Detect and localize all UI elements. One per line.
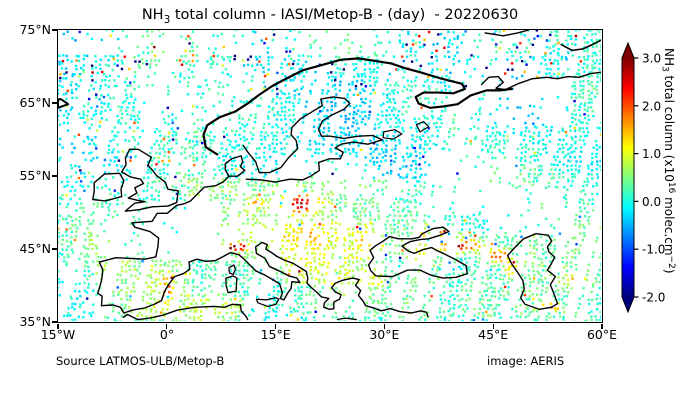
x-tick-label: 45°E — [478, 327, 509, 342]
cb-label-part: ) — [662, 269, 676, 274]
colorbar-tick-label: 2.0 — [642, 99, 661, 113]
title-subscript: 3 — [163, 13, 171, 26]
x-tick-mark — [601, 323, 603, 329]
y-tick-mark — [52, 248, 57, 250]
cb-label-sup: −2 — [666, 256, 676, 269]
y-tick-label: 35°N — [19, 314, 51, 329]
y-tick-label: 45°N — [19, 241, 51, 256]
x-tick-label: 15°W — [40, 327, 76, 342]
y-tick-mark — [52, 321, 57, 323]
y-tick-label: 75°N — [19, 22, 51, 37]
map-canvas — [58, 30, 601, 321]
colorbar-tick-marks — [634, 57, 639, 298]
cb-label-part: NH — [662, 48, 676, 66]
page-title: NH3 total column - IASI/Metop-B - (day) … — [58, 5, 602, 30]
cb-label-sub: 3 — [660, 66, 670, 72]
x-tick-label: 60°E — [586, 327, 618, 342]
x-tick-label: 0° — [159, 327, 175, 342]
colorbar-tick-label: 0.0 — [642, 195, 661, 209]
y-tick-mark — [52, 29, 57, 31]
cb-label-part: molec.cm — [662, 193, 676, 255]
x-tick-mark — [166, 323, 168, 329]
colorbar-tick-label: 3.0 — [642, 52, 661, 66]
map-plot-frame — [57, 29, 603, 323]
x-tick-mark — [57, 323, 59, 329]
image-credit-text: image: AERIS — [487, 354, 565, 368]
svg-text:NH3 total column (x1016 molec.: NH3 total column (x1016 molec.cm−2) — [660, 48, 677, 274]
x-tick-mark — [492, 323, 494, 329]
colorbar: 3.0 2.0 1.0 0.0 -1.0 -2.0 — [621, 41, 665, 314]
x-tick-label: 15°E — [260, 327, 291, 342]
x-tick-mark — [383, 323, 386, 329]
x-tick-mark — [274, 323, 277, 329]
y-tick-mark — [52, 175, 57, 177]
cb-label-sup: 16 — [666, 182, 676, 194]
cb-label-part: total column (x10 — [662, 72, 676, 182]
title-text-pre: NH — [141, 7, 164, 23]
colorbar-axis-label: NH3 total column (x1016 molec.cm−2) — [660, 48, 677, 274]
x-tick-label: 30°E — [369, 327, 400, 342]
colorbar-tick-label: 1.0 — [642, 147, 661, 161]
y-tick-label: 55°N — [19, 168, 51, 183]
title-text-rest: total column - IASI/Metop-B - (day) - 20… — [170, 7, 519, 23]
y-tick-label: 65°N — [19, 95, 51, 110]
colorbar-tick-label: -2.0 — [642, 291, 665, 305]
colorbar-tick-label: -1.0 — [642, 243, 665, 257]
source-credit-text: Source LATMOS-ULB/Metop-B — [56, 354, 225, 368]
y-tick-mark — [52, 102, 57, 104]
colorbar-gradient — [621, 41, 635, 314]
